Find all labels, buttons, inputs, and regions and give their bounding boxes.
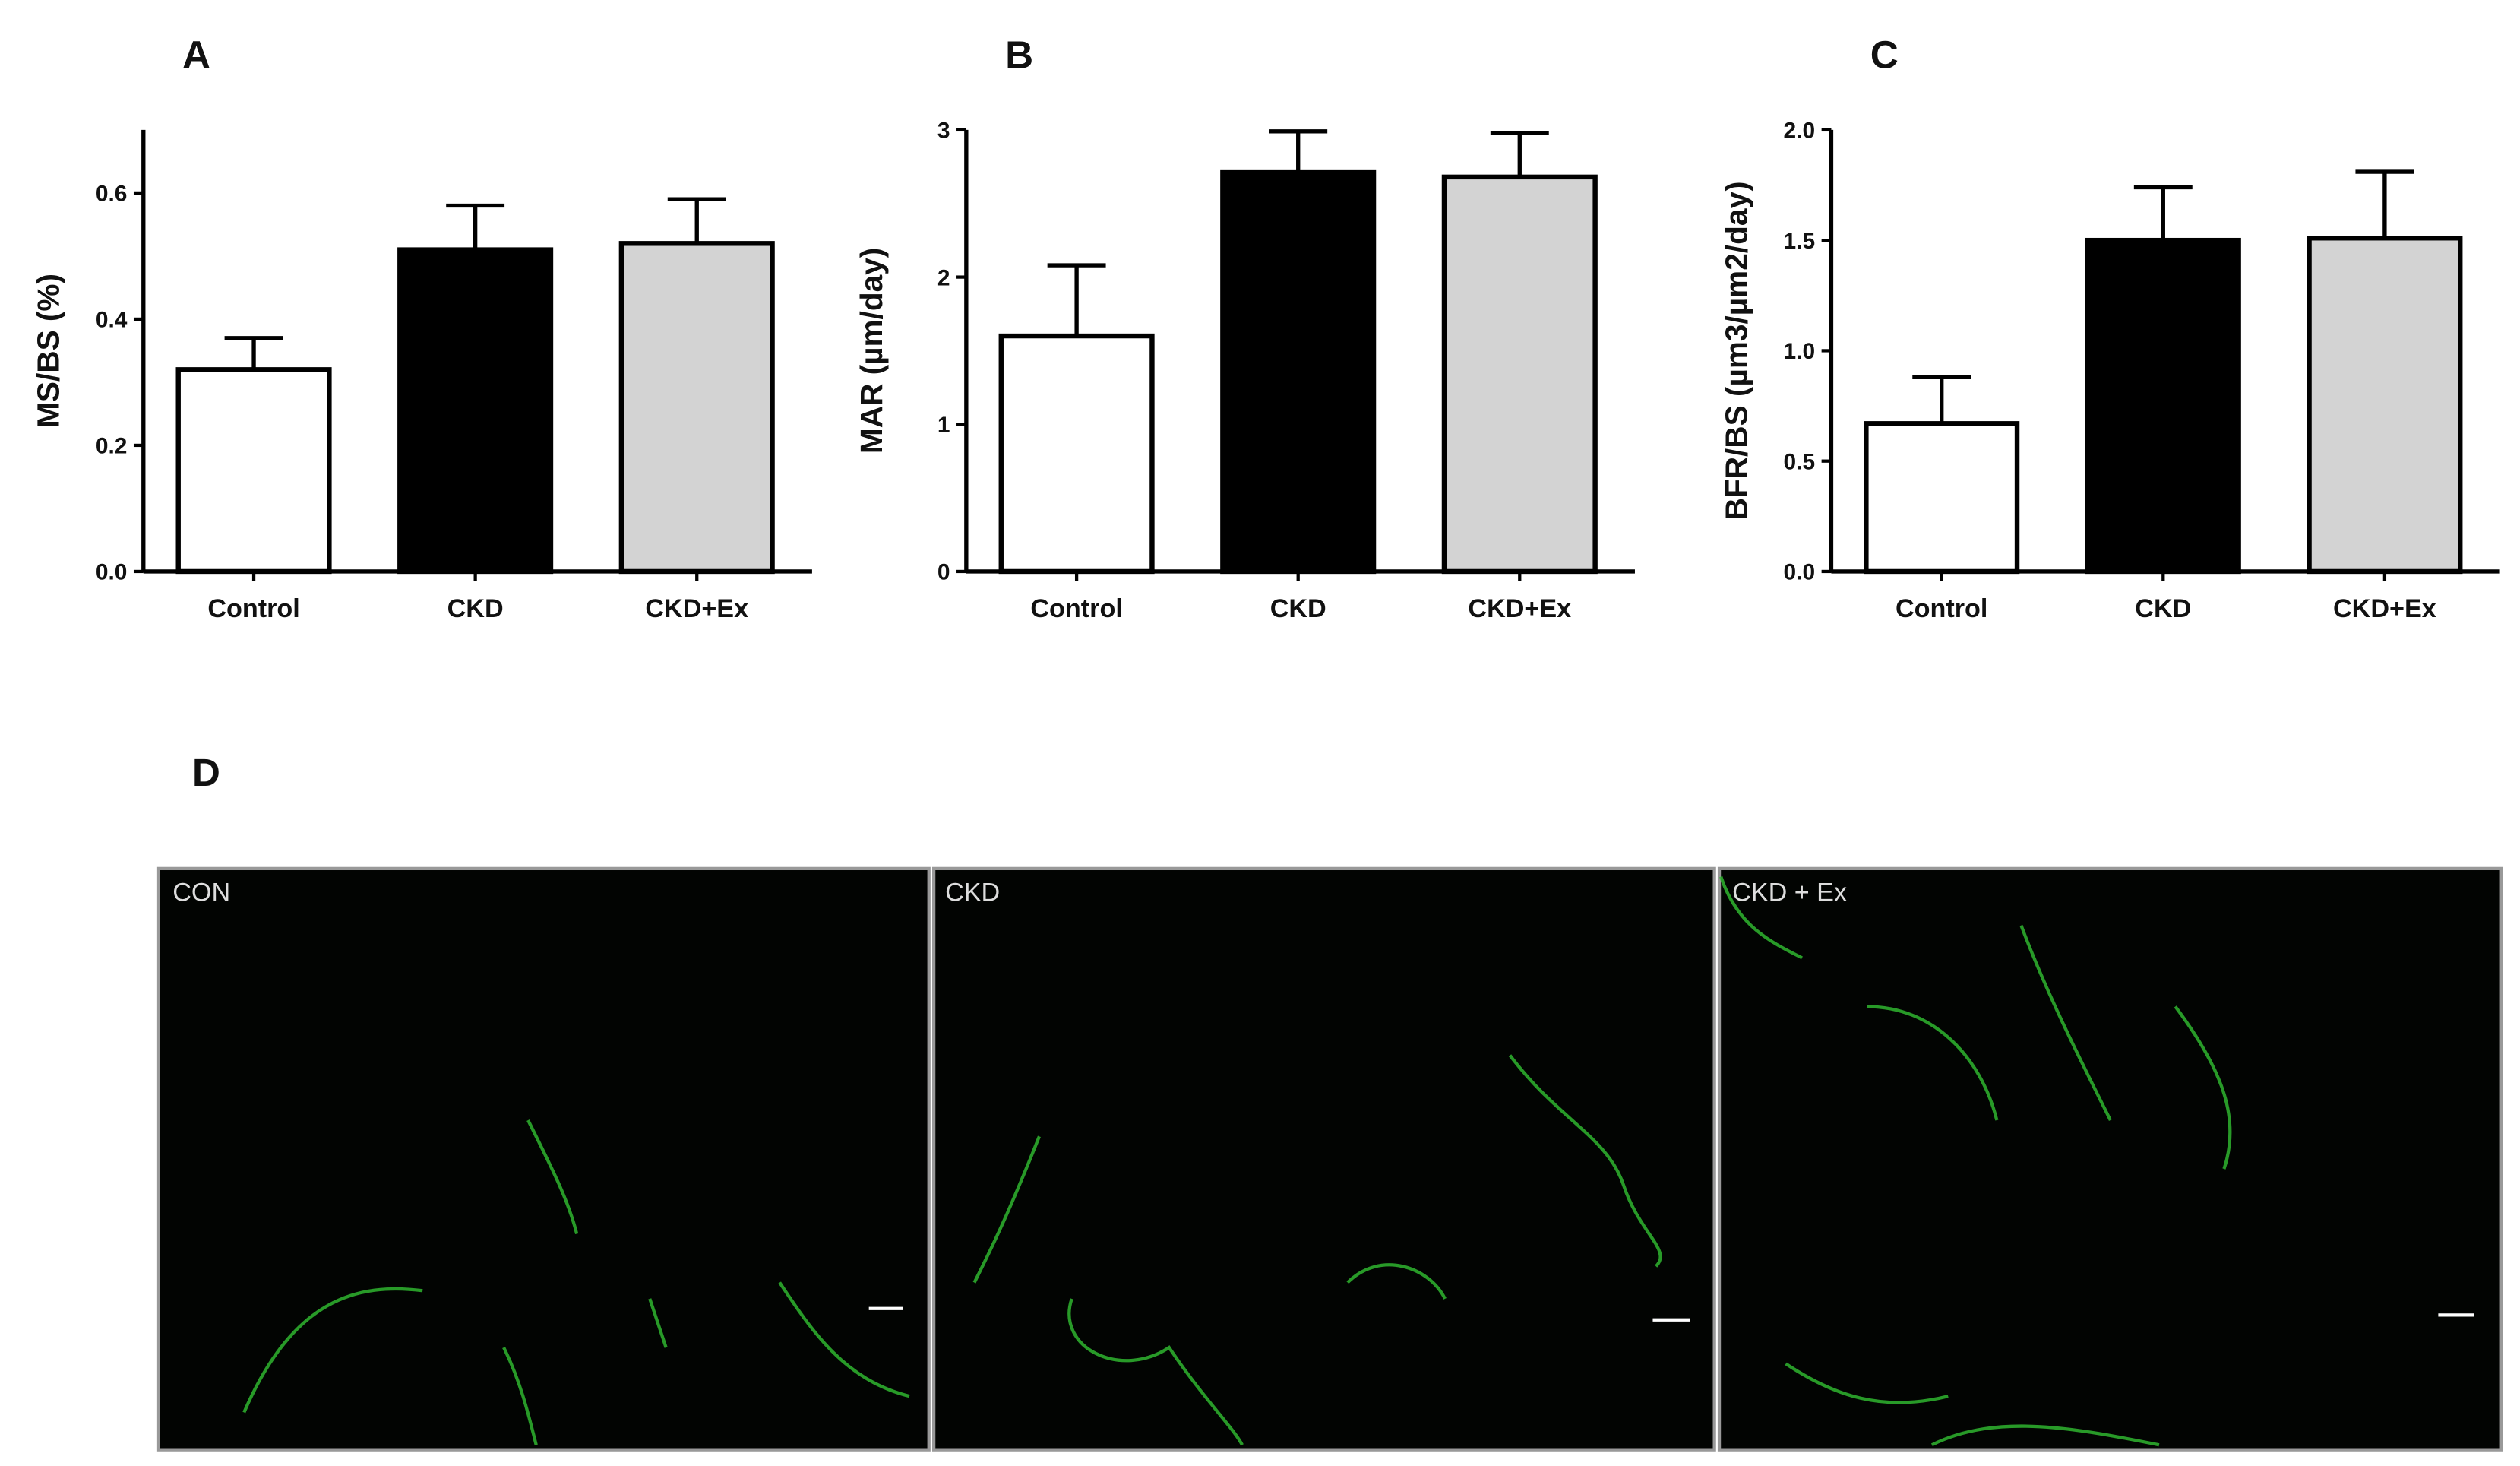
panel-d: D CON CKD CKD + Ex bbox=[156, 751, 2503, 1452]
panel-letter: D bbox=[192, 751, 220, 794]
y-tick-label: 0 bbox=[937, 560, 950, 585]
scale-bar bbox=[868, 1306, 2474, 1322]
image-label: CKD + Ex bbox=[1732, 879, 1847, 907]
bar bbox=[2307, 236, 2463, 575]
y-tick-label: 0.2 bbox=[96, 434, 128, 459]
x-tick-label: CKD+Ex bbox=[645, 594, 748, 623]
y-tick-label: 0.0 bbox=[96, 560, 128, 585]
bar bbox=[1220, 169, 1377, 575]
x-tick-label: CKD+Ex bbox=[1468, 594, 1571, 623]
panel-letter: C bbox=[1870, 33, 1899, 77]
y-axis-label: MS/BS (%) bbox=[31, 274, 66, 428]
panel-letter: B bbox=[1005, 33, 1033, 77]
bar bbox=[1864, 421, 2020, 575]
x-tick-label: CKD bbox=[1270, 594, 1326, 623]
fluorescence bbox=[242, 875, 2232, 1447]
x-tick-label: CKD bbox=[2135, 594, 2191, 623]
y-tick-label: 1.5 bbox=[1784, 229, 1816, 254]
x-tick-label: Control bbox=[1896, 594, 1987, 623]
y-axis-label: MAR (µm/day) bbox=[854, 248, 889, 454]
micrograph bbox=[156, 866, 931, 1452]
micrograph bbox=[931, 866, 1716, 1452]
bar bbox=[2085, 237, 2241, 575]
bar bbox=[998, 333, 1155, 575]
x-tick-label: Control bbox=[1030, 594, 1122, 623]
y-tick-label: 2 bbox=[937, 265, 950, 290]
image-label: CON bbox=[172, 879, 230, 907]
x-tick-label: CKD+Ex bbox=[2333, 594, 2436, 623]
bar bbox=[618, 241, 775, 575]
y-tick-label: 0.4 bbox=[96, 308, 128, 333]
x-tick-label: CKD bbox=[447, 594, 504, 623]
y-tick-label: 2.0 bbox=[1784, 119, 1816, 144]
y-tick-label: 0.6 bbox=[96, 182, 128, 207]
y-tick-label: 3 bbox=[937, 119, 950, 144]
bar bbox=[175, 367, 332, 575]
y-tick-label: 0.0 bbox=[1784, 560, 1816, 585]
y-axis-label: BFR/BS (µm3/µm2/day) bbox=[1718, 181, 1753, 520]
x-tick-label: Control bbox=[207, 594, 299, 623]
y-tick-label: 1 bbox=[937, 413, 950, 438]
bar bbox=[397, 247, 554, 575]
micrograph bbox=[1717, 866, 2503, 1452]
y-tick-label: 0.5 bbox=[1784, 449, 1816, 474]
panel-letter: A bbox=[182, 33, 210, 77]
bar bbox=[1441, 174, 1598, 575]
y-tick-label: 1.0 bbox=[1784, 339, 1816, 364]
image-label: CKD bbox=[945, 879, 1000, 907]
